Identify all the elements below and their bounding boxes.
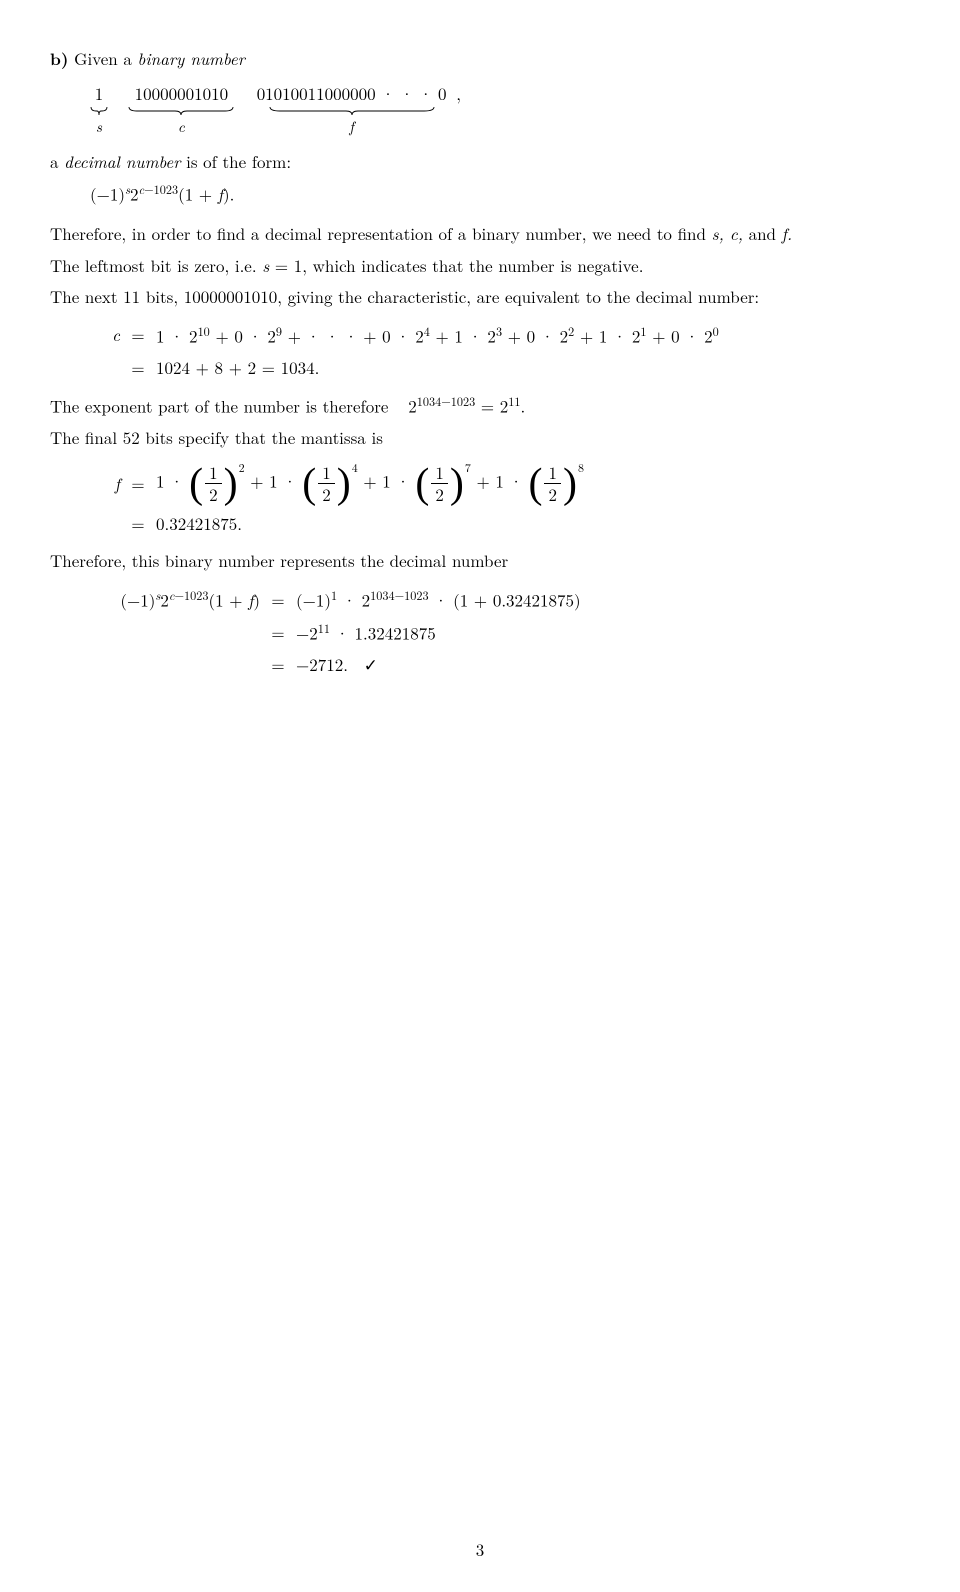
page-number: 3	[0, 1537, 960, 1563]
bits-s: 1	[90, 81, 108, 107]
bits-trailer: ,	[456, 81, 461, 105]
exponent-line: The exponent part of the number is there…	[50, 392, 910, 419]
exp-1: 2	[239, 459, 245, 476]
equals-sign: =	[260, 587, 296, 613]
problem-intro: b) Given a binary number	[50, 46, 910, 73]
final-equation: (−1)s2c−1023(1 + f) = (−1)1 · 21034−1023…	[90, 586, 910, 678]
final-sentence: Therefore, this binary number represents…	[50, 548, 910, 574]
paren-half-3: ( 12 )	[415, 463, 464, 505]
para-leftmost: The leftmost bit is zero, i.e. s = 1, wh…	[50, 253, 910, 279]
para-therefore-1: Therefore, in order to find a decimal re…	[50, 221, 706, 245]
equals-sign: =	[120, 355, 156, 381]
exp-text-a: The exponent part of the number is there…	[50, 394, 388, 418]
para-leftmost-c: which indicates that the number is negat…	[307, 253, 643, 277]
c-row1: 1 · 210 + 0 · 29 + · · · + 0 · 24 + 1 · …	[156, 322, 910, 349]
equals-sign: =	[120, 511, 156, 537]
final-row1: (−1)1 · 21034−1023 · (1 + 0.32421875)	[296, 586, 910, 613]
line2-a: a	[50, 149, 59, 173]
f-equation: f = 1 · ( 12 ) 2 + 1 · ( 12 ) 4 + 1 · ( …	[90, 463, 910, 537]
final-row3-val: −2712.	[296, 652, 348, 676]
final-lhs: (−1)s2c−1023(1 + f)	[90, 586, 260, 613]
mantissa-text: The final 52 bits specify that the manti…	[50, 425, 910, 451]
exp-3: 7	[465, 459, 471, 476]
equals-sign: =	[120, 322, 156, 348]
brace-label-f: f	[253, 116, 451, 139]
brace-label-s: s	[90, 116, 108, 139]
c-equation: c = 1 · 210 + 0 · 29 + · · · + 0 · 24 + …	[90, 322, 910, 381]
checkmark-icon: ✓	[364, 652, 378, 676]
intro-term: binary number	[138, 46, 245, 70]
brace-s: 1 s	[90, 81, 108, 139]
brace-c: 10000001010 c	[127, 81, 235, 139]
equals-sign: =	[260, 652, 296, 678]
c-row2: 1024 + 8 + 2 = 1034.	[156, 355, 910, 381]
c-lhs: c	[90, 322, 120, 348]
f-lhs: f	[90, 471, 120, 497]
para-and: and	[743, 221, 782, 245]
brace-f: 01010011000000 · · · 0 f	[253, 81, 451, 139]
bits-f: 01010011000000 · · · 0	[253, 81, 451, 107]
bits-c: 10000001010	[127, 81, 235, 107]
paren-half-1: ( 12 )	[189, 463, 238, 505]
final-row3: −2712. ✓	[296, 652, 910, 678]
brace-label-c: c	[127, 116, 235, 139]
equals-sign: =	[260, 620, 296, 646]
binary-number-block: 1 s 10000001010 c 01010011000000 · · · 0…	[90, 81, 910, 139]
f-row2: 0.32421875.	[156, 511, 910, 537]
formula-main: (−1)s2c−1023(1 + f).	[90, 180, 910, 207]
intro-text: Given a	[74, 46, 132, 70]
exp-4: 8	[578, 459, 584, 476]
paren-half-2: ( 12 )	[302, 463, 351, 505]
paren-half-4: ( 12 )	[528, 463, 577, 505]
line2-term: decimal number	[64, 149, 180, 173]
para-next11: The next 11 bits, 10000001010, giving th…	[50, 284, 910, 310]
line2-rest: is of the form:	[186, 149, 291, 173]
vars-scf: s, c,	[712, 221, 743, 245]
exp-2: 4	[352, 459, 358, 476]
para-leftmost-a: The leftmost bit is zero, i.e.	[50, 253, 257, 277]
s-eq-1: s	[262, 253, 269, 277]
var-f: f.	[782, 221, 792, 245]
decimal-form-intro: a decimal number is of the form:	[50, 149, 910, 175]
f-row1: 1 · ( 12 ) 2 + 1 · ( 12 ) 4 + 1 · ( 12 )…	[156, 463, 910, 505]
equals-sign: =	[120, 471, 156, 497]
final-row2: −211 · 1.32421875	[296, 619, 910, 646]
part-label: b)	[50, 47, 68, 71]
para-therefore: Therefore, in order to find a decimal re…	[50, 221, 910, 247]
